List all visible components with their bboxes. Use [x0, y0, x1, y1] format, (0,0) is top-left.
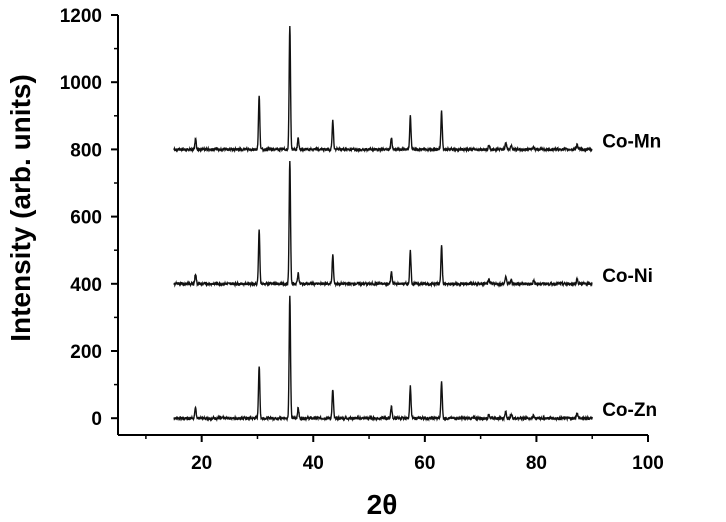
x-tick-label: 80: [526, 453, 547, 474]
y-tick-label: 600: [70, 208, 102, 229]
x-tick-label: 60: [414, 453, 435, 474]
series-group: [173, 25, 593, 423]
series-label: Co-Zn: [602, 400, 657, 421]
series-line: [173, 25, 593, 154]
y-tick-label: 1000: [60, 73, 102, 94]
series-labels: Co-Zn Co-Ni Co-Mn: [602, 131, 661, 421]
axes: [117, 15, 648, 436]
x-tick-label: 20: [191, 453, 212, 474]
x-axis-ticks: 20 40 60 80 100: [145, 435, 664, 474]
series-label: Co-Ni: [602, 266, 653, 287]
series-line: [173, 161, 593, 288]
series-label: Co-Mn: [602, 131, 661, 152]
y-tick-label: 800: [70, 140, 102, 161]
y-tick-label: 1200: [60, 6, 102, 27]
y-axis-ticks: 0 200 400 600 800 1000 1200: [60, 6, 118, 430]
series-line: [173, 295, 593, 423]
y-tick-label: 200: [70, 342, 102, 363]
x-tick-label: 40: [303, 453, 324, 474]
y-axis-title: Intensity (arb. units): [5, 74, 36, 342]
y-tick-label: 0: [91, 409, 102, 430]
x-axis-title: 2θ: [367, 489, 398, 520]
x-tick-label: 100: [632, 453, 664, 474]
y-tick-label: 400: [70, 275, 102, 296]
